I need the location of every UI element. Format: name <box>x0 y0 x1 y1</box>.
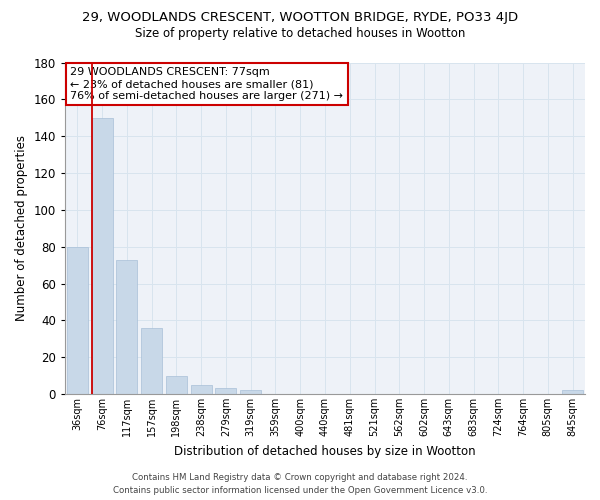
X-axis label: Distribution of detached houses by size in Wootton: Distribution of detached houses by size … <box>174 444 476 458</box>
Bar <box>240 390 261 394</box>
Bar <box>67 246 88 394</box>
Bar <box>92 118 113 394</box>
Bar <box>166 376 187 394</box>
Bar <box>562 390 583 394</box>
Text: 29, WOODLANDS CRESCENT, WOOTTON BRIDGE, RYDE, PO33 4JD: 29, WOODLANDS CRESCENT, WOOTTON BRIDGE, … <box>82 11 518 24</box>
Bar <box>191 385 212 394</box>
Text: Size of property relative to detached houses in Wootton: Size of property relative to detached ho… <box>135 28 465 40</box>
Bar <box>215 388 236 394</box>
Text: 29 WOODLANDS CRESCENT: 77sqm
← 23% of detached houses are smaller (81)
76% of se: 29 WOODLANDS CRESCENT: 77sqm ← 23% of de… <box>70 68 343 100</box>
Bar <box>141 328 162 394</box>
Bar <box>116 260 137 394</box>
Y-axis label: Number of detached properties: Number of detached properties <box>15 136 28 322</box>
Text: Contains HM Land Registry data © Crown copyright and database right 2024.
Contai: Contains HM Land Registry data © Crown c… <box>113 474 487 495</box>
